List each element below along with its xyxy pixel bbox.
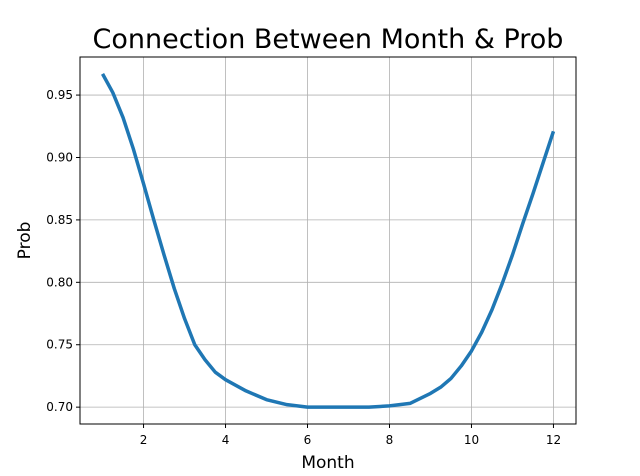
x-tick-label: 8	[386, 433, 394, 447]
chart-title: Connection Between Month & Prob	[93, 24, 564, 55]
series-layer	[101, 73, 556, 409]
y-tick-label: 0.70	[46, 400, 73, 414]
x-tick-label: 12	[546, 433, 561, 447]
ticks: 2 4 6 8 10 12 0.70 0.75 0.80 0.85 0.90 0.95	[46, 88, 561, 447]
series-line	[101, 73, 556, 409]
x-tick-label: 10	[464, 433, 479, 447]
plot-frame	[79, 56, 577, 425]
y-tick-label: 0.80	[46, 275, 73, 289]
y-tick-label: 0.95	[46, 88, 73, 102]
x-tick-label: 2	[140, 433, 148, 447]
x-tick-label: 4	[222, 433, 230, 447]
y-tick-label: 0.90	[46, 150, 73, 164]
y-tick-label: 0.75	[46, 338, 73, 352]
x-tick-label: 6	[304, 433, 312, 447]
grid	[80, 57, 576, 424]
x-axis-title: Month	[301, 453, 354, 473]
y-tick-label: 0.85	[46, 213, 73, 227]
y-axis-title: Prob	[15, 222, 35, 260]
